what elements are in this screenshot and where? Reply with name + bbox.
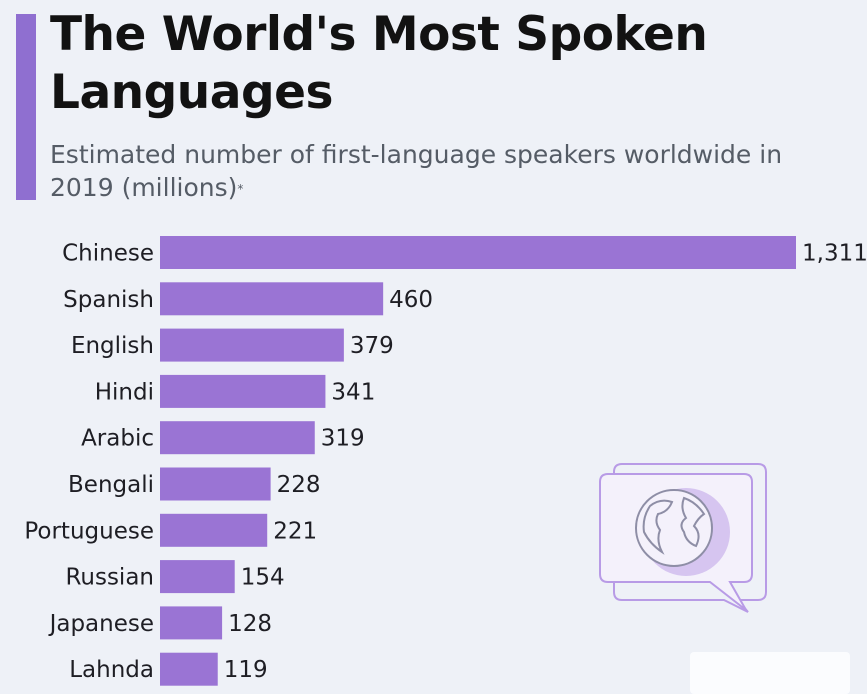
chart-title: The World's Most Spoken Languages — [50, 7, 708, 120]
value-label-japanese: 128 — [228, 611, 272, 637]
value-label-arabic: 319 — [321, 426, 365, 452]
bar-chinese — [160, 236, 796, 269]
bar-portuguese — [160, 513, 268, 547]
category-label-arabic: Arabic — [81, 426, 154, 452]
category-label-japanese: Japanese — [48, 611, 154, 637]
category-label-lahnda: Lahnda — [69, 657, 154, 683]
bar-japanese — [160, 606, 223, 640]
category-label-spanish: Spanish — [63, 287, 154, 313]
category-label-portuguese: Portuguese — [24, 518, 154, 544]
speech-bubble-globe-icon — [599, 463, 767, 613]
bar-lahnda — [160, 652, 218, 686]
value-label-spanish: 460 — [389, 287, 433, 313]
value-label-portuguese: 221 — [273, 518, 317, 544]
watermark-patch — [690, 652, 850, 694]
category-label-chinese: Chinese — [62, 241, 154, 267]
bar-spanish — [160, 282, 384, 316]
subtitle-text: Estimated number of first-language speak… — [50, 140, 783, 202]
value-label-bengali: 228 — [277, 472, 321, 498]
value-label-hindi: 341 — [331, 379, 375, 405]
category-label-english: English — [71, 333, 154, 359]
value-label-russian: 154 — [241, 565, 285, 591]
bars-group: Chinese 1,311 Spanish 460 English 379 Hindi 341… — [24, 236, 867, 686]
footnote-mark: * — [237, 182, 244, 196]
category-label-hindi: Hindi — [95, 379, 154, 405]
value-label-lahnda: 119 — [224, 657, 268, 683]
bar-arabic — [160, 421, 315, 455]
bar-hindi — [160, 374, 326, 408]
bar-english — [160, 328, 344, 362]
accent-bar — [16, 14, 36, 200]
category-label-bengali: Bengali — [68, 472, 154, 498]
value-label-chinese: 1,311 — [802, 241, 867, 267]
chart-subtitle: Estimated number of first-language speak… — [50, 138, 830, 204]
category-label-russian: Russian — [65, 565, 154, 591]
bar-russian — [160, 560, 235, 594]
value-label-english: 379 — [350, 333, 394, 359]
bar-bengali — [160, 467, 271, 501]
